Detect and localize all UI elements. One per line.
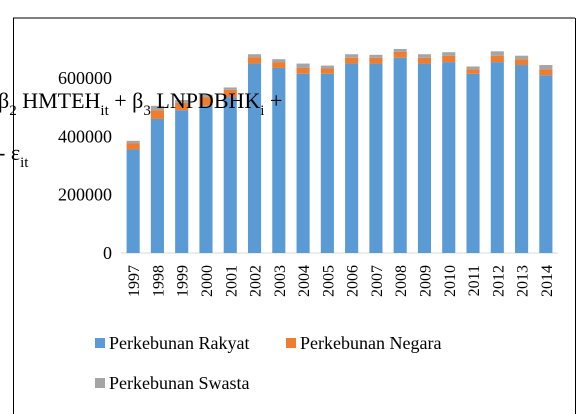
- bar-segment: [320, 68, 334, 74]
- annotation-subscript: it: [20, 155, 29, 171]
- bar-segment: [247, 57, 262, 64]
- y-tick-label: 200000: [58, 185, 112, 205]
- x-tick-label: 2005: [320, 265, 337, 297]
- bar-segment: [515, 59, 529, 66]
- bar-segment: [296, 67, 310, 74]
- bar-segment: [393, 51, 407, 58]
- bar-segment: [272, 59, 286, 63]
- bar-segment: [150, 110, 164, 119]
- x-tick-label: 2009: [417, 265, 434, 297]
- x-tick-label: 1999: [175, 265, 192, 297]
- annotation-part: + β: [109, 88, 144, 113]
- bar-segment: [539, 69, 553, 76]
- bar-segment: [175, 102, 189, 111]
- bar-segment: [515, 65, 529, 254]
- bar-segment: [539, 75, 553, 253]
- x-tick-label: 1997: [126, 265, 143, 297]
- bar-segment: [393, 49, 407, 52]
- bar-segment: [247, 63, 262, 254]
- bar-segment: [417, 63, 432, 254]
- legend-swatch: [95, 338, 105, 348]
- x-tick-label: 2001: [223, 265, 240, 297]
- bar-segment: [369, 54, 383, 58]
- annotation-part: LNPDBHK: [151, 88, 261, 113]
- bar-segment: [126, 140, 140, 144]
- bar-segment: [442, 52, 456, 56]
- bar-segment: [417, 54, 432, 58]
- legend-label: Perkebunan Negara: [300, 333, 441, 353]
- bar-segment: [466, 66, 480, 70]
- bar-segment: [369, 57, 383, 64]
- bar-segment: [223, 89, 237, 98]
- bar-segment: [345, 57, 359, 64]
- bar-segment: [296, 63, 310, 68]
- x-tick-label: 2000: [199, 265, 216, 297]
- bar-segment: [466, 69, 480, 74]
- x-tick-label: 2006: [345, 265, 362, 297]
- x-tick-label: 2010: [442, 265, 459, 297]
- bar-segment: [490, 62, 504, 253]
- bar-segment: [466, 73, 480, 254]
- y-tick-label: 600000: [58, 68, 112, 88]
- bar-segment: [199, 94, 213, 98]
- bar-segment: [199, 105, 213, 253]
- annotation-part: +: [264, 88, 282, 113]
- x-tick-label: 2013: [515, 265, 532, 297]
- bar-segment: [320, 73, 334, 254]
- x-tick-label: 2004: [296, 265, 313, 297]
- bar-segment: [175, 110, 189, 253]
- bar-segment: [150, 105, 164, 111]
- x-tick-label: 2014: [539, 265, 556, 297]
- bar-segment: [272, 62, 286, 68]
- bar-segment: [369, 63, 383, 254]
- annotation: - εit: [0, 140, 29, 171]
- annotation-part: β: [0, 88, 9, 113]
- bar-segment: [223, 97, 237, 253]
- bar-segment: [126, 143, 140, 150]
- bar-segment: [175, 100, 189, 103]
- x-tick-label: 2003: [272, 265, 289, 297]
- legend-swatch: [95, 378, 105, 388]
- x-tick-label: 1998: [150, 265, 167, 297]
- bar-segment: [272, 67, 286, 253]
- legend-swatch: [286, 338, 296, 348]
- bar-segment: [539, 65, 553, 70]
- annotation-subscript: i: [260, 103, 264, 119]
- bar-segment: [199, 97, 213, 106]
- bar-segment: [320, 65, 334, 69]
- bar-segment: [223, 87, 237, 90]
- legend-label: Perkebunan Rakyat: [109, 333, 249, 353]
- x-tick-label: 2007: [369, 265, 386, 297]
- bar-segment: [442, 55, 456, 63]
- bar-segment: [490, 55, 504, 63]
- bar-segment: [150, 118, 164, 253]
- legend-label: Perkebunan Swasta: [109, 373, 249, 393]
- bar-segment: [490, 51, 504, 56]
- x-tick-label: 2008: [393, 265, 410, 297]
- annotation-part: HMTEH: [17, 88, 101, 113]
- bar-segment: [417, 57, 432, 64]
- y-tick-label: 0: [103, 243, 112, 263]
- bar-segment: [345, 63, 359, 254]
- annotation-part: - ε: [0, 140, 20, 165]
- bar-segment: [247, 54, 262, 58]
- bar-segment: [515, 55, 529, 60]
- bar-segment: [345, 54, 359, 58]
- y-tick-label: 400000: [58, 126, 112, 146]
- bar-segment: [296, 73, 310, 254]
- bar-segment: [126, 149, 140, 253]
- x-tick-label: 2011: [466, 265, 483, 296]
- annotation-subscript: 2: [9, 103, 17, 119]
- annotation-subscript: 3: [143, 103, 151, 119]
- annotation-subscript: it: [100, 103, 109, 119]
- bar-segment: [393, 57, 407, 253]
- x-tick-label: 2002: [248, 265, 265, 297]
- bar-segment: [442, 62, 456, 253]
- x-tick-label: 2012: [490, 265, 507, 297]
- annotation: β2 HMTEHit + β3 LNPDBHKi +: [0, 88, 282, 119]
